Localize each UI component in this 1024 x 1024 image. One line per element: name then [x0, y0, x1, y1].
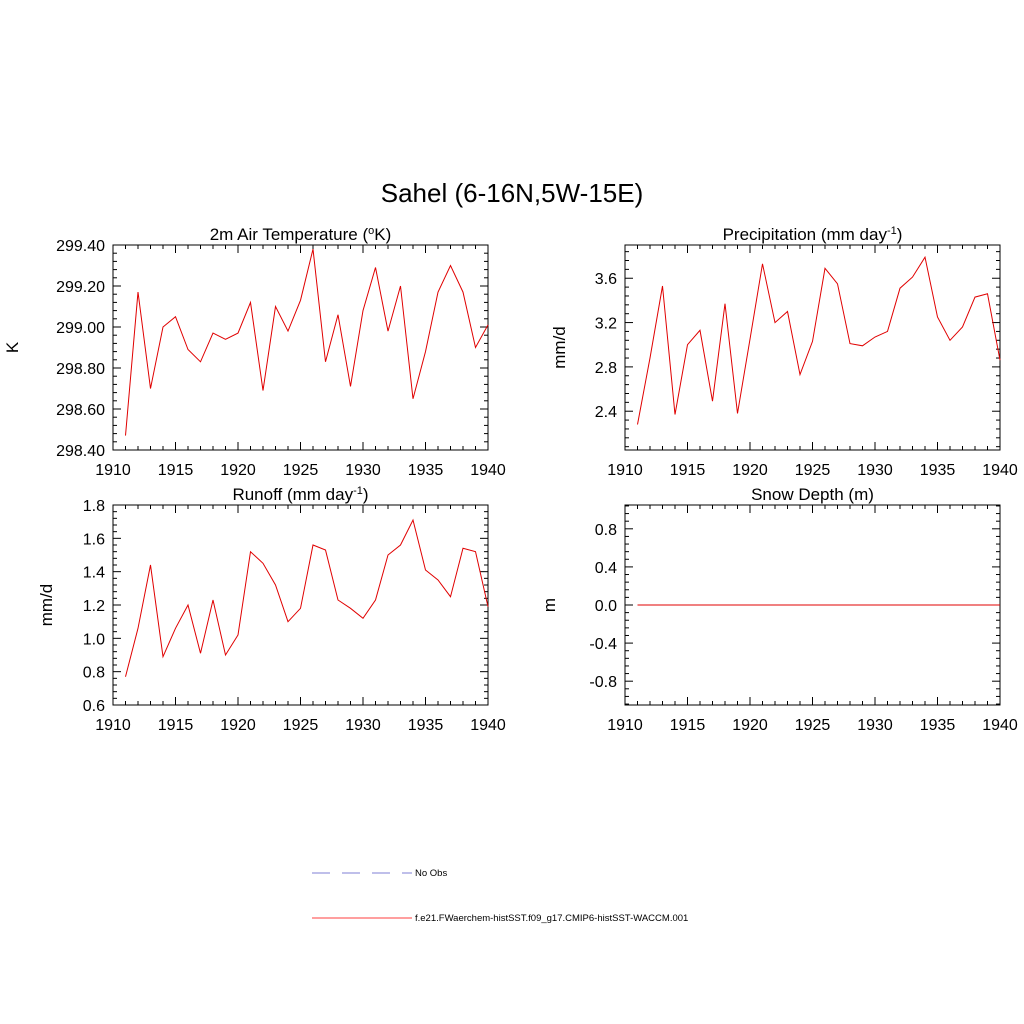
plot-frame: [624, 244, 1001, 451]
y-tick-label: 0.8: [595, 522, 617, 539]
x-tick-label: 1940: [470, 717, 506, 734]
x-tick-label: 1935: [408, 717, 444, 734]
y-tick-label: 0.4: [595, 560, 617, 577]
x-tick-label: 1935: [920, 717, 956, 734]
legend: No Obs f.e21.FWaerchem-histSST.f09_g17.C…: [312, 868, 688, 924]
y-axis-label: m: [540, 598, 559, 612]
y-tick-label: 298.60: [56, 402, 105, 419]
y-tick-label: 1.8: [83, 498, 105, 515]
panel-title: 2m Air Temperature (oK): [210, 225, 392, 244]
y-axis-label: mm/d: [550, 326, 569, 369]
panel-title: Precipitation (mm day-1): [723, 225, 903, 244]
x-tick-label: 1925: [283, 717, 319, 734]
y-tick-label: 3.2: [595, 316, 617, 333]
y-tick-label: 2.4: [595, 404, 617, 421]
y-tick-label: 0.8: [83, 665, 105, 682]
y-tick-label: -0.4: [589, 636, 617, 653]
x-tick-label: 1925: [795, 462, 831, 479]
panel-snow-depth: Snow Depth (m) 1910 1915 1920 1925 1930 1935 19…: [540, 485, 1018, 734]
x-tick-label: 1920: [220, 717, 256, 734]
y-tick-label: 1.6: [83, 531, 105, 548]
panel-title: Snow Depth (m): [751, 485, 874, 504]
x-tick-label: 1930: [857, 717, 893, 734]
x-tick-label: 1910: [95, 717, 131, 734]
y-tick-label: 1.4: [83, 565, 105, 582]
series-line: [125, 248, 489, 436]
x-tick-label: 1920: [732, 462, 768, 479]
y-tick-label: 0.0: [595, 598, 617, 615]
series-line: [637, 255, 1001, 425]
y-tick-label: 0.6: [83, 698, 105, 715]
x-tick-label: 1935: [920, 462, 956, 479]
y-tick-label: 299.40: [56, 238, 105, 255]
x-tick-label: 1925: [795, 717, 831, 734]
x-tick-label: 1940: [982, 717, 1018, 734]
x-tick-label: 1935: [408, 462, 444, 479]
x-tick-label: 1925: [283, 462, 319, 479]
panel-title: Runoff (mm day-1): [232, 485, 368, 504]
panel-precipitation: Precipitation (mm day-1) 1910 1915 1920 1925…: [550, 225, 1018, 479]
x-tick-label: 1940: [470, 462, 506, 479]
y-tick-label: 298.80: [56, 361, 105, 378]
y-tick-label: 298.40: [56, 443, 105, 460]
legend-label-no-obs: No Obs: [415, 868, 447, 879]
series-line: [125, 518, 489, 677]
plot-frame: [112, 244, 489, 451]
x-tick-label: 1910: [607, 462, 643, 479]
panel-air-temperature: 2m Air Temperature (oK) 1910 1915 1920 1925 1…: [3, 225, 506, 479]
y-axis-label: K: [3, 341, 22, 353]
plot-frame: [112, 504, 489, 706]
x-tick-label: 1915: [158, 462, 194, 479]
y-tick-label: -0.8: [589, 674, 617, 691]
x-tick-label: 1915: [670, 462, 706, 479]
x-tick-label: 1915: [670, 717, 706, 734]
legend-label-model: f.e21.FWaerchem-histSST.f09_g17.CMIP6-hi…: [415, 913, 688, 924]
panel-runoff: Runoff (mm day-1) 1910 1915 1920 1925 1930 193…: [37, 485, 506, 734]
y-axis-label: mm/d: [37, 584, 56, 627]
x-tick-label: 1915: [158, 717, 194, 734]
x-tick-label: 1930: [857, 462, 893, 479]
x-tick-label: 1930: [345, 462, 381, 479]
x-tick-label: 1910: [607, 717, 643, 734]
x-tick-label: 1940: [982, 462, 1018, 479]
x-tick-label: 1920: [732, 717, 768, 734]
y-tick-label: 1.0: [83, 631, 105, 648]
y-tick-label: 1.2: [83, 598, 105, 615]
x-tick-label: 1930: [345, 717, 381, 734]
y-tick-label: 299.00: [56, 320, 105, 337]
figure-title: Sahel (6-16N,5W-15E): [381, 178, 644, 208]
x-tick-label: 1920: [220, 462, 256, 479]
y-tick-label: 2.8: [595, 360, 617, 377]
y-tick-label: 3.6: [595, 271, 617, 288]
y-tick-label: 299.20: [56, 279, 105, 296]
x-tick-label: 1910: [95, 462, 131, 479]
